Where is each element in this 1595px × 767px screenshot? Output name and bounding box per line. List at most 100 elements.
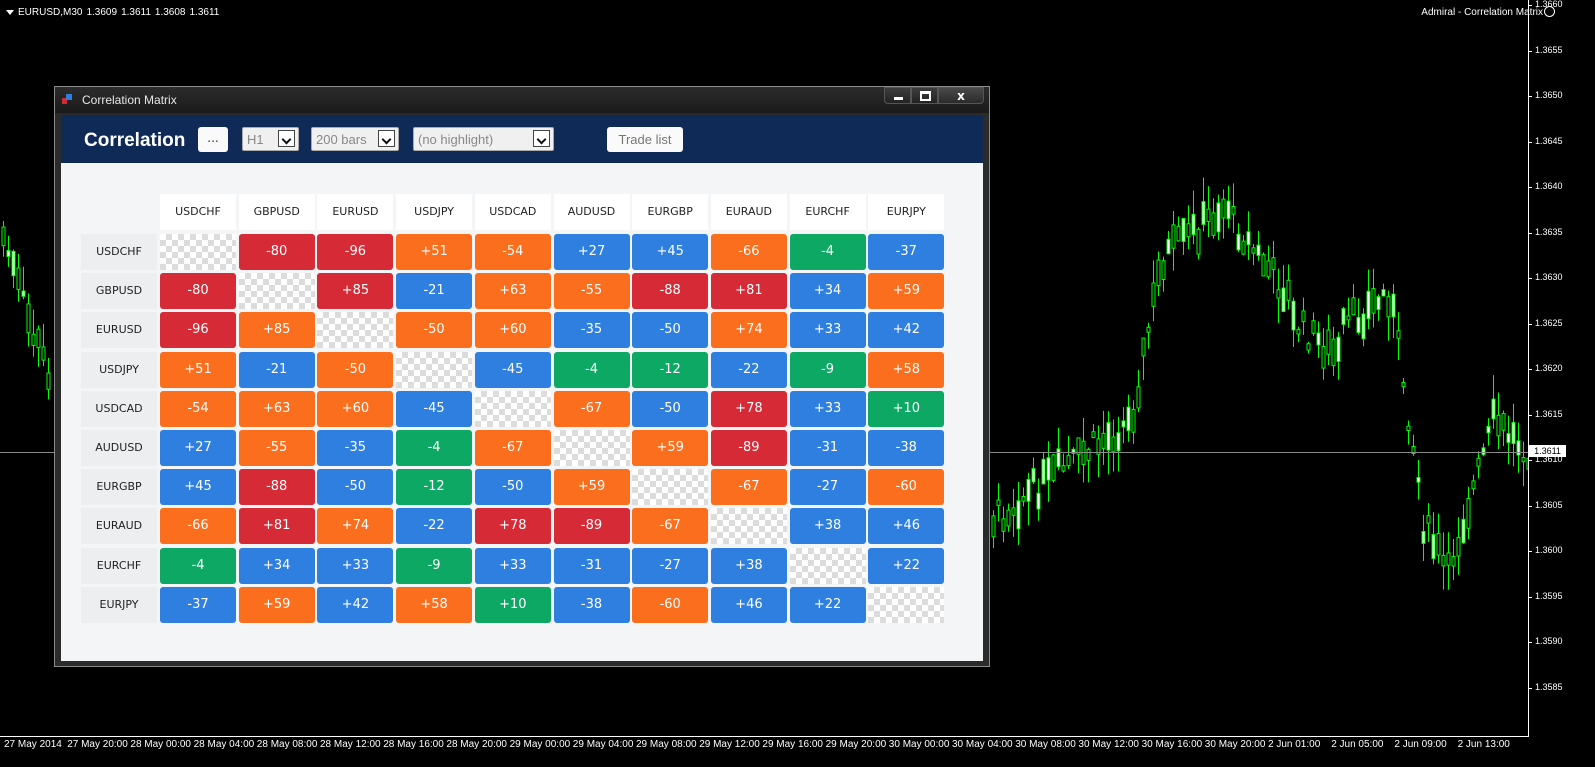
matrix-cell-eurchf-usdchf[interactable]: -4 — [160, 547, 236, 584]
matrix-cell-gbpusd-euraud[interactable]: +81 — [710, 273, 787, 310]
matrix-cell-eurusd-audusd[interactable]: -35 — [553, 312, 630, 349]
matrix-cell-eurchf-usdcad[interactable]: +33 — [474, 547, 551, 584]
matrix-cell-gbpusd-eurgbp[interactable]: -88 — [632, 273, 709, 310]
matrix-cell-euraud-eurusd[interactable]: +74 — [317, 508, 394, 545]
matrix-cell-usdchf-eurgbp[interactable]: +45 — [632, 234, 709, 270]
matrix-cell-usdjpy-eurjpy[interactable]: +58 — [868, 351, 945, 388]
matrix-cell-eurgbp-usdjpy[interactable]: -12 — [396, 469, 473, 506]
matrix-cell-audusd-eurusd[interactable]: -35 — [317, 430, 394, 466]
matrix-cell-gbpusd-eurjpy[interactable]: +59 — [868, 273, 945, 310]
matrix-cell-eurusd-usdcad[interactable]: +60 — [474, 312, 551, 349]
chevron-down-icon[interactable] — [533, 130, 550, 147]
matrix-cell-euraud-usdjpy[interactable]: -22 — [396, 508, 473, 545]
matrix-cell-audusd-usdcad[interactable]: -67 — [474, 430, 551, 466]
timeframe-select[interactable]: H1 — [242, 127, 299, 151]
matrix-cell-gbpusd-eurusd[interactable]: +85 — [317, 273, 394, 310]
matrix-cell-euraud-audusd[interactable]: -89 — [553, 508, 630, 545]
matrix-cell-audusd-eurchf[interactable]: -31 — [789, 430, 866, 466]
close-button[interactable]: x — [938, 87, 984, 104]
matrix-cell-usdchf-eurusd[interactable]: -96 — [317, 234, 394, 270]
matrix-cell-eurgbp-audusd[interactable]: +59 — [553, 469, 630, 506]
matrix-cell-audusd-euraud[interactable]: -89 — [710, 430, 787, 466]
matrix-cell-eurusd-euraud[interactable]: +74 — [710, 312, 787, 349]
matrix-cell-usdjpy-euraud[interactable]: -22 — [710, 351, 787, 388]
matrix-cell-gbpusd-audusd[interactable]: -55 — [553, 273, 630, 310]
matrix-cell-eurjpy-euraud[interactable]: +46 — [710, 586, 787, 623]
matrix-cell-eurgbp-eurjpy[interactable]: -60 — [868, 469, 945, 506]
maximize-button[interactable] — [911, 87, 938, 104]
matrix-cell-gbpusd-eurchf[interactable]: +34 — [789, 273, 866, 310]
matrix-cell-eurgbp-eurusd[interactable]: -50 — [317, 469, 394, 506]
matrix-cell-usdchf-eurchf[interactable]: -4 — [789, 234, 866, 270]
matrix-cell-audusd-eurjpy[interactable]: -38 — [868, 430, 945, 466]
matrix-cell-usdcad-eurusd[interactable]: +60 — [317, 390, 394, 427]
matrix-cell-audusd-usdjpy[interactable]: -4 — [396, 430, 473, 466]
matrix-cell-eurgbp-usdchf[interactable]: +45 — [160, 469, 236, 506]
matrix-cell-gbpusd-usdcad[interactable]: +63 — [474, 273, 551, 310]
matrix-cell-usdjpy-gbpusd[interactable]: -21 — [238, 351, 315, 388]
matrix-cell-eurjpy-usdjpy[interactable]: +58 — [396, 586, 473, 623]
matrix-cell-eurgbp-eurchf[interactable]: -27 — [789, 469, 866, 506]
matrix-cell-usdcad-eurchf[interactable]: +33 — [789, 390, 866, 427]
matrix-cell-usdjpy-eurgbp[interactable]: -12 — [632, 351, 709, 388]
matrix-cell-usdcad-eurgbp[interactable]: -50 — [632, 390, 709, 427]
matrix-cell-usdchf-usdcad[interactable]: -54 — [474, 234, 551, 270]
matrix-cell-gbpusd-usdjpy[interactable]: -21 — [396, 273, 473, 310]
window-titlebar[interactable]: Correlation Matrix x — [55, 87, 989, 113]
matrix-cell-usdjpy-eurusd[interactable]: -50 — [317, 351, 394, 388]
matrix-cell-euraud-usdchf[interactable]: -66 — [160, 508, 236, 545]
matrix-cell-eurjpy-usdchf[interactable]: -37 — [160, 586, 236, 623]
matrix-cell-eurgbp-usdcad[interactable]: -50 — [474, 469, 551, 506]
matrix-cell-usdjpy-usdchf[interactable]: +51 — [160, 351, 236, 388]
matrix-cell-eurjpy-audusd[interactable]: -38 — [553, 586, 630, 623]
matrix-cell-eurusd-eurchf[interactable]: +33 — [789, 312, 866, 349]
chevron-down-icon[interactable] — [378, 130, 395, 147]
bars-select[interactable]: 200 bars — [311, 127, 399, 151]
matrix-cell-eurjpy-eurusd[interactable]: +42 — [317, 586, 394, 623]
matrix-cell-eurchf-eurusd[interactable]: +33 — [317, 547, 394, 584]
chevron-down-icon[interactable] — [278, 130, 295, 147]
options-button[interactable]: ... — [198, 127, 228, 152]
matrix-cell-audusd-eurgbp[interactable]: +59 — [632, 430, 709, 466]
matrix-cell-eurjpy-eurgbp[interactable]: -60 — [632, 586, 709, 623]
matrix-cell-usdcad-euraud[interactable]: +78 — [710, 390, 787, 427]
matrix-cell-euraud-eurgbp[interactable]: -67 — [632, 508, 709, 545]
matrix-cell-eurgbp-euraud[interactable]: -67 — [710, 469, 787, 506]
matrix-cell-euraud-eurjpy[interactable]: +46 — [868, 508, 945, 545]
matrix-cell-usdchf-usdjpy[interactable]: +51 — [396, 234, 473, 270]
matrix-cell-usdchf-gbpusd[interactable]: -80 — [238, 234, 315, 270]
matrix-cell-eurjpy-eurchf[interactable]: +22 — [789, 586, 866, 623]
matrix-cell-eurchf-usdjpy[interactable]: -9 — [396, 547, 473, 584]
matrix-cell-eurusd-usdchf[interactable]: -96 — [160, 312, 236, 349]
matrix-cell-gbpusd-usdchf[interactable]: -80 — [160, 273, 236, 310]
matrix-cell-euraud-eurchf[interactable]: +38 — [789, 508, 866, 545]
matrix-cell-usdchf-eurjpy[interactable]: -37 — [868, 234, 945, 270]
matrix-cell-eurchf-audusd[interactable]: -31 — [553, 547, 630, 584]
trade-list-button[interactable]: Trade list — [607, 127, 683, 152]
correlation-matrix-window[interactable]: Correlation Matrix x Correlation ... H1 … — [54, 86, 990, 667]
matrix-cell-audusd-gbpusd[interactable]: -55 — [238, 430, 315, 466]
matrix-cell-eurchf-eurgbp[interactable]: -27 — [632, 547, 709, 584]
matrix-cell-usdjpy-usdcad[interactable]: -45 — [474, 351, 551, 388]
matrix-cell-eurchf-euraud[interactable]: +38 — [710, 547, 787, 584]
matrix-cell-eurusd-eurjpy[interactable]: +42 — [868, 312, 945, 349]
matrix-cell-eurjpy-gbpusd[interactable]: +59 — [238, 586, 315, 623]
matrix-cell-eurusd-gbpusd[interactable]: +85 — [238, 312, 315, 349]
minimize-button[interactable] — [884, 87, 911, 104]
matrix-cell-usdcad-usdjpy[interactable]: -45 — [396, 390, 473, 427]
matrix-cell-eurchf-gbpusd[interactable]: +34 — [238, 547, 315, 584]
chart-menu-triangle-icon[interactable] — [6, 9, 14, 15]
matrix-cell-usdcad-usdchf[interactable]: -54 — [160, 390, 236, 427]
matrix-cell-usdchf-euraud[interactable]: -66 — [710, 234, 787, 270]
highlight-select[interactable]: (no highlight) — [413, 127, 554, 151]
matrix-cell-euraud-usdcad[interactable]: +78 — [474, 508, 551, 545]
matrix-cell-euraud-gbpusd[interactable]: +81 — [238, 508, 315, 545]
matrix-cell-usdjpy-eurchf[interactable]: -9 — [789, 351, 866, 388]
matrix-cell-eurgbp-gbpusd[interactable]: -88 — [238, 469, 315, 506]
matrix-cell-eurchf-eurjpy[interactable]: +22 — [868, 547, 945, 584]
matrix-cell-usdcad-eurjpy[interactable]: +10 — [868, 390, 945, 427]
matrix-cell-usdjpy-audusd[interactable]: -4 — [553, 351, 630, 388]
matrix-cell-usdcad-gbpusd[interactable]: +63 — [238, 390, 315, 427]
matrix-cell-eurjpy-usdcad[interactable]: +10 — [474, 586, 551, 623]
smiley-face-icon[interactable] — [1544, 6, 1555, 17]
